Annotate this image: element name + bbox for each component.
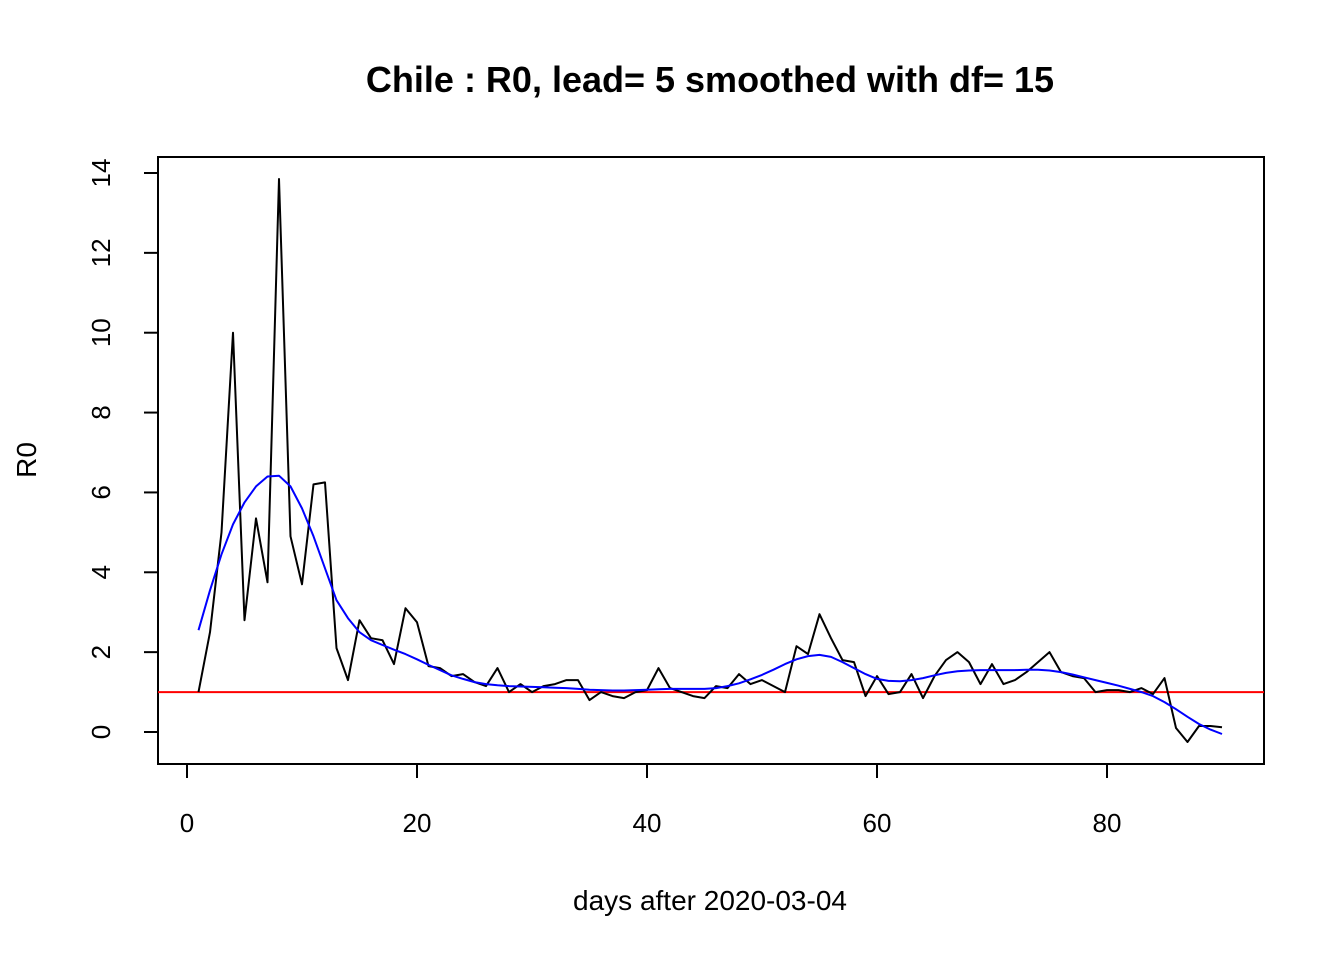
chart-title: Chile : R0, lead= 5 smoothed with df= 15 <box>366 59 1054 100</box>
x-tick-label: 40 <box>633 808 662 838</box>
series-group <box>197 178 1223 743</box>
y-axis-title: R0 <box>11 442 42 478</box>
series-smoothed-r0 <box>197 474 1223 735</box>
series-raw-r0 <box>197 178 1223 743</box>
x-axis: 0 20 40 60 80 <box>180 763 1122 838</box>
x-tick-label: 60 <box>863 808 892 838</box>
x-tick-label: 20 <box>403 808 432 838</box>
x-axis-title: days after 2020-03-04 <box>573 885 847 916</box>
y-tick-label: 6 <box>86 485 116 499</box>
x-tick-label: 80 <box>1093 808 1122 838</box>
y-tick-label: 2 <box>86 645 116 659</box>
y-tick-label: 14 <box>86 159 116 188</box>
y-tick-label: 8 <box>86 405 116 419</box>
plot-area-frame <box>157 156 1265 765</box>
raw-r0-line <box>197 178 1223 743</box>
y-axis: 0 2 4 6 8 10 12 14 <box>86 159 159 739</box>
y-tick-label: 10 <box>86 318 116 347</box>
y-tick-label: 12 <box>86 238 116 267</box>
x-tick-label: 0 <box>180 808 194 838</box>
y-tick-label: 4 <box>86 565 116 579</box>
smoothed-r0-line <box>197 474 1223 735</box>
y-tick-label: 0 <box>86 725 116 739</box>
